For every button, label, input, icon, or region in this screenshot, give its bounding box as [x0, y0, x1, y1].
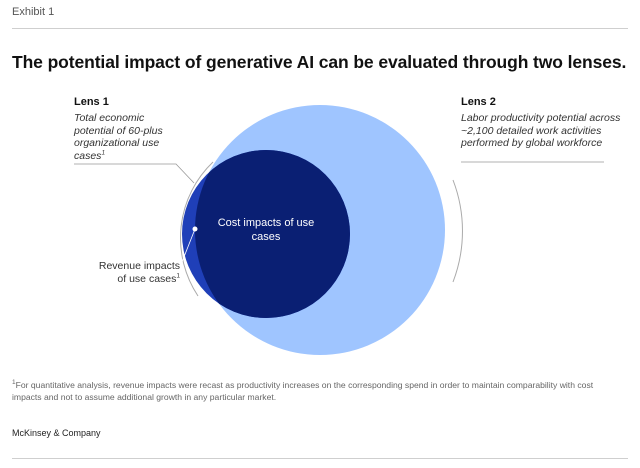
lens1-description: Total economic potential of 60-plus orga…	[74, 112, 184, 162]
lens2-title: Lens 2	[461, 96, 496, 108]
lens1-title: Lens 1	[74, 96, 109, 108]
footnote: 1For quantitative analysis, revenue impa…	[12, 379, 622, 403]
lens1-footnote-marker: 1	[101, 149, 106, 157]
overlap-region	[195, 150, 350, 318]
lens2-bracket-arc	[452, 179, 463, 283]
exhibit-label: Exhibit 1	[12, 6, 55, 18]
top-divider	[12, 28, 628, 29]
bottom-divider	[12, 458, 628, 459]
lens1-description-text: Total economic potential of 60-plus orga…	[74, 112, 163, 162]
revenue-impacts-text: Revenue impacts of use cases	[98, 260, 180, 285]
footnote-marker: 1	[12, 379, 16, 387]
revenue-leader-line	[181, 228, 196, 263]
revenue-impacts-label: Revenue impacts of use cases1	[90, 260, 180, 285]
source-label: McKinsey & Company	[12, 428, 101, 438]
page-title: The potential impact of generative AI ca…	[12, 52, 627, 72]
revenue-footnote-marker: 1	[176, 272, 180, 280]
lens1-leader-line	[74, 163, 195, 184]
cost-impacts-label: Cost impacts of use cases	[217, 217, 315, 243]
lens1-bracket-arc	[180, 161, 214, 297]
lens2-description: Labor productivity potential across ~2,1…	[461, 112, 621, 150]
revenue-marker-dot	[192, 226, 198, 232]
footnote-text: For quantitative analysis, revenue impac…	[12, 380, 594, 402]
